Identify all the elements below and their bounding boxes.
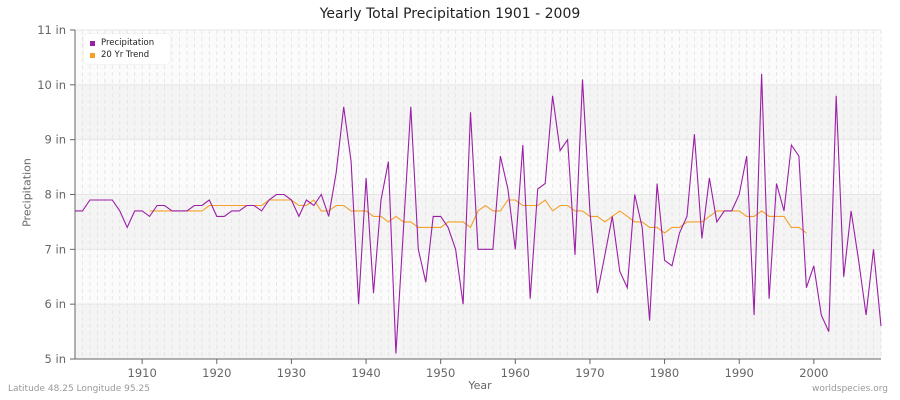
- trend-swatch-icon: [90, 52, 95, 58]
- svg-text:2000: 2000: [799, 366, 828, 380]
- svg-text:9 in: 9 in: [45, 133, 66, 147]
- svg-text:7 in: 7 in: [45, 242, 66, 256]
- x-axis-label: Year: [468, 379, 492, 392]
- svg-text:1950: 1950: [426, 366, 455, 380]
- svg-text:1980: 1980: [650, 366, 679, 380]
- svg-text:5 in: 5 in: [45, 352, 66, 366]
- svg-text:11 in: 11 in: [37, 23, 66, 37]
- svg-text:1990: 1990: [725, 366, 754, 380]
- y-axis-ticks: 5 in 6 in 7 in 8 in 9 in 10 in 11 in: [37, 23, 75, 366]
- precipitation-series-line: [75, 73, 882, 354]
- legend: Precipitation 20 Yr Trend: [84, 34, 170, 64]
- precipitation-swatch-icon: [90, 40, 95, 46]
- chart-title: Yearly Total Precipitation 1901 - 2009: [319, 6, 581, 22]
- legend-item-trend[interactable]: 20 Yr Trend: [84, 49, 170, 61]
- legend-label: 20 Yr Trend: [101, 50, 150, 60]
- legend-label: Precipitation: [101, 38, 155, 48]
- svg-text:1960: 1960: [501, 366, 530, 380]
- svg-text:8 in: 8 in: [45, 188, 66, 202]
- y-axis-label: Precipitation: [20, 158, 34, 227]
- svg-text:1940: 1940: [351, 366, 380, 380]
- trend-series-line: [149, 199, 807, 234]
- svg-text:1970: 1970: [575, 366, 604, 380]
- svg-text:6 in: 6 in: [45, 297, 66, 311]
- svg-text:1910: 1910: [128, 366, 157, 380]
- x-axis-ticks: 1910 1920 1930 1940 1950 1960 1970 1980 1990 2000: [128, 359, 828, 380]
- legend-item-precipitation[interactable]: Precipitation: [84, 37, 170, 49]
- svg-text:1920: 1920: [202, 366, 231, 380]
- svg-text:1930: 1930: [277, 366, 306, 380]
- svg-text:10 in: 10 in: [37, 78, 66, 92]
- source-link[interactable]: worldspecies.org: [811, 384, 888, 394]
- location-caption: Latitude 48.25 Longitude 95.25: [8, 384, 150, 394]
